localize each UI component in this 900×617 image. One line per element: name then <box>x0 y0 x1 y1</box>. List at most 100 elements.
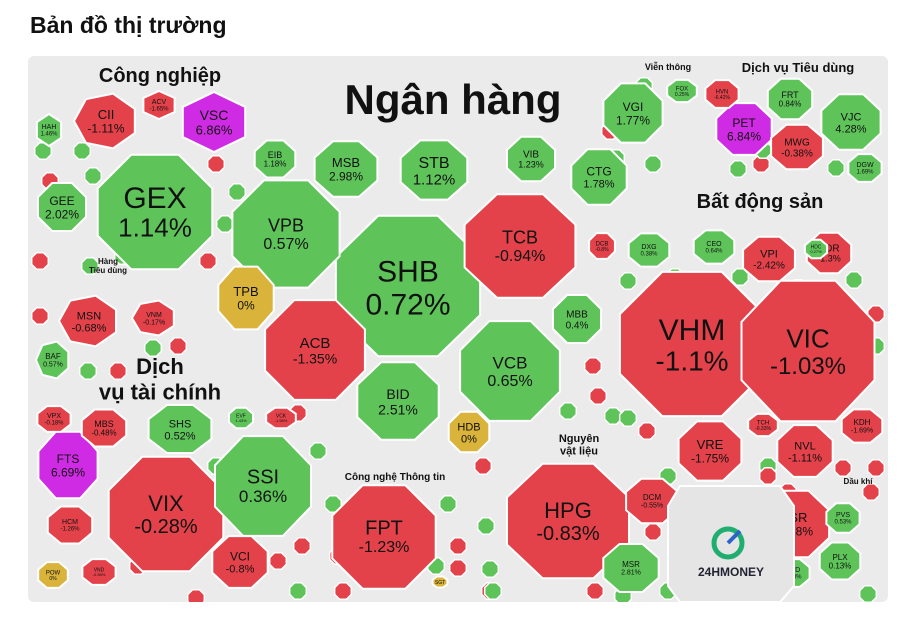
ticker-label: KDH <box>854 418 871 427</box>
tile-hcm[interactable]: HCM-1.26% <box>46 505 94 545</box>
tile-vic[interactable]: VIC-1.03% <box>740 279 876 423</box>
tile-vre[interactable]: VRE-1.75% <box>677 420 743 482</box>
change-label: 2.81% <box>621 570 641 577</box>
ticker-label: PET <box>732 116 756 130</box>
tile-msn[interactable]: MSN-0.68% <box>57 294 117 348</box>
tile-acb[interactable]: ACB-1.35% <box>264 299 366 401</box>
filler-tile <box>186 588 206 602</box>
change-label: -0.55% <box>93 572 106 577</box>
filler-tile <box>198 251 218 271</box>
ticker-label: HVN <box>716 89 729 95</box>
ticker-label: FTS <box>57 452 80 466</box>
tile-vci[interactable]: VCI-0.8% <box>211 535 269 589</box>
filler-tile <box>448 536 468 556</box>
tile-tch[interactable]: TCH-0.33% <box>747 412 779 438</box>
tile-hvn[interactable]: HVN-6.42% <box>704 79 740 109</box>
sector-label: Dịch vụ Tiêu dùng <box>742 60 854 75</box>
change-label: 1.43% <box>235 418 247 423</box>
filler-tile <box>476 516 496 536</box>
ticker-label: PDR <box>818 244 839 255</box>
filler-tile <box>83 166 103 186</box>
change-label: 0% <box>461 433 477 445</box>
ticker-label: TCH <box>757 420 769 426</box>
tile-acv[interactable]: ACV-1.65% <box>142 89 176 121</box>
ticker-label: VCI <box>230 549 250 563</box>
change-label: 0.53% <box>834 520 852 526</box>
ticker-label: VSC <box>200 107 229 123</box>
tile-mwg[interactable]: MWG-0.38% <box>770 123 824 171</box>
tile-sgt[interactable]: SGT <box>431 575 449 589</box>
change-label: 0.72% <box>365 289 450 322</box>
ticker-label: PVS <box>836 512 850 519</box>
tile-mbs[interactable]: MBS-0.48% <box>80 408 128 448</box>
tile-fpt[interactable]: FPT-1.23% <box>331 484 437 590</box>
change-label: -1.23% <box>359 539 410 556</box>
change-label: 1.23% <box>518 160 544 170</box>
filler-tile <box>480 559 500 579</box>
filler-tile <box>583 356 603 376</box>
ticker-label: MSN <box>77 310 102 322</box>
tile-dcb[interactable]: DCB-0.8% <box>588 232 616 260</box>
change-label: -0.33% <box>755 426 771 432</box>
tile-vnd[interactable]: VND-0.55% <box>81 558 117 586</box>
change-label: -0.83% <box>536 523 600 545</box>
ticker-label: VIB <box>523 150 539 161</box>
filler-tile <box>758 466 778 486</box>
filler-tile <box>292 536 312 556</box>
tile-vpx[interactable]: VPX-0.18% <box>36 405 72 433</box>
tile-vhm[interactable]: VHM-1.1% <box>618 270 766 418</box>
ticker-label: CEO <box>706 241 722 248</box>
sector-label: Nguyên vật liệu <box>559 433 600 458</box>
ticker-label: VCK <box>276 413 287 419</box>
tile-cii[interactable]: CII-1.11% <box>72 92 136 150</box>
tile-dcm[interactable]: DCM-0.55% <box>625 477 679 525</box>
tile-vpi[interactable]: VPI-2.42% <box>742 235 796 283</box>
ticker-label: SHB <box>377 256 439 289</box>
filler-tile <box>618 408 638 428</box>
tile-vix[interactable]: VIX-0.28% <box>107 455 225 573</box>
sector-label: Ngân hàng <box>345 76 562 123</box>
tile-vnm[interactable]: VNM-0.17% <box>130 299 175 337</box>
ticker-label: VRE <box>697 437 724 452</box>
tile-vck[interactable]: VCK-1.58% <box>265 406 297 430</box>
tile-kdh[interactable]: KDH-1.69% <box>840 408 884 444</box>
tile-tcb[interactable]: TCB-0.94% <box>463 193 577 299</box>
ticker-label: EIB <box>268 150 283 160</box>
tile-hpg[interactable]: HPG-0.83% <box>506 462 630 580</box>
ticker-label: VPI <box>760 249 778 261</box>
tile-nvl[interactable]: NVL-1.11% <box>776 424 834 478</box>
